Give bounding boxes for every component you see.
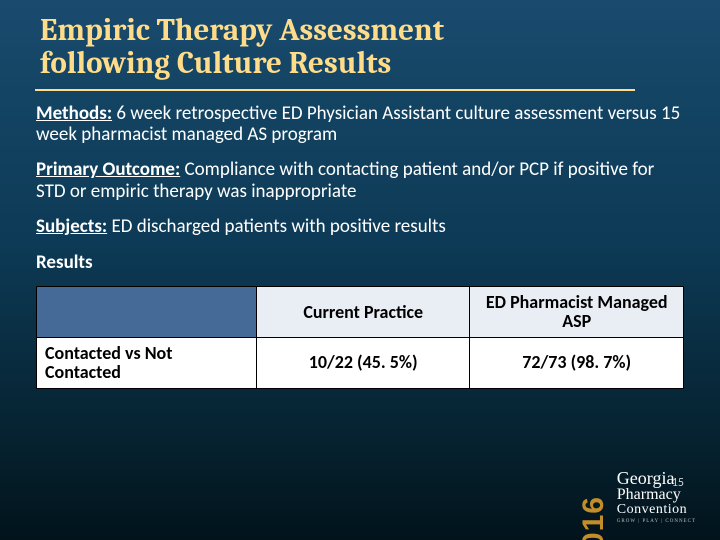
methods-lead: Methods: [36,102,112,125]
title-underline [35,89,635,91]
logo-line2: Pharmacy [617,487,696,503]
conference-logo: 2016 Georgia Pharmacy Convention GROW | … [546,469,696,524]
body-area: Methods: 6 week retrospective ED Physici… [0,103,720,389]
primary-outcome-lead: Primary Outcome: [36,158,180,181]
slide-title: Empiric Therapy Assessment following Cul… [40,14,710,81]
logo-line3: Convention [617,503,696,517]
col-blank [37,287,257,338]
subjects-lead: Subjects: [36,215,107,238]
results-table: Current Practice ED Pharmacist Managed A… [36,286,684,389]
logo-tagline: GROW | PLAY | CONNECT [617,519,696,524]
logo-text: Georgia Pharmacy Convention GROW | PLAY … [617,469,696,524]
results-heading: Results [36,251,684,274]
logo-year: 2016 [577,496,611,540]
title-line-2: following Culture Results [40,45,391,81]
cell-current-practice: 10/22 (45. 5%) [256,338,470,389]
col-pharmacist-asp: ED Pharmacist Managed ASP [470,287,684,338]
subjects-paragraph: Subjects: ED discharged patients with po… [36,216,684,237]
cell-pharmacist-asp: 72/73 (98. 7%) [470,338,684,389]
title-area: Empiric Therapy Assessment following Cul… [0,0,720,89]
methods-paragraph: Methods: 6 week retrospective ED Physici… [36,103,684,146]
col-current-practice: Current Practice [256,287,470,338]
table-header-row: Current Practice ED Pharmacist Managed A… [37,287,684,338]
primary-outcome-paragraph: Primary Outcome: Compliance with contact… [36,159,684,202]
slide: Empiric Therapy Assessment following Cul… [0,0,720,540]
table-row: Contacted vs Not Contacted 10/22 (45. 5%… [37,338,684,389]
logo-line1: Georgia [617,469,696,487]
methods-text: 6 week retrospective ED Physician Assist… [36,102,680,146]
title-line-1: Empiric Therapy Assessment [40,12,444,48]
subjects-text: ED discharged patients with positive res… [107,215,446,238]
row-label: Contacted vs Not Contacted [37,338,257,389]
